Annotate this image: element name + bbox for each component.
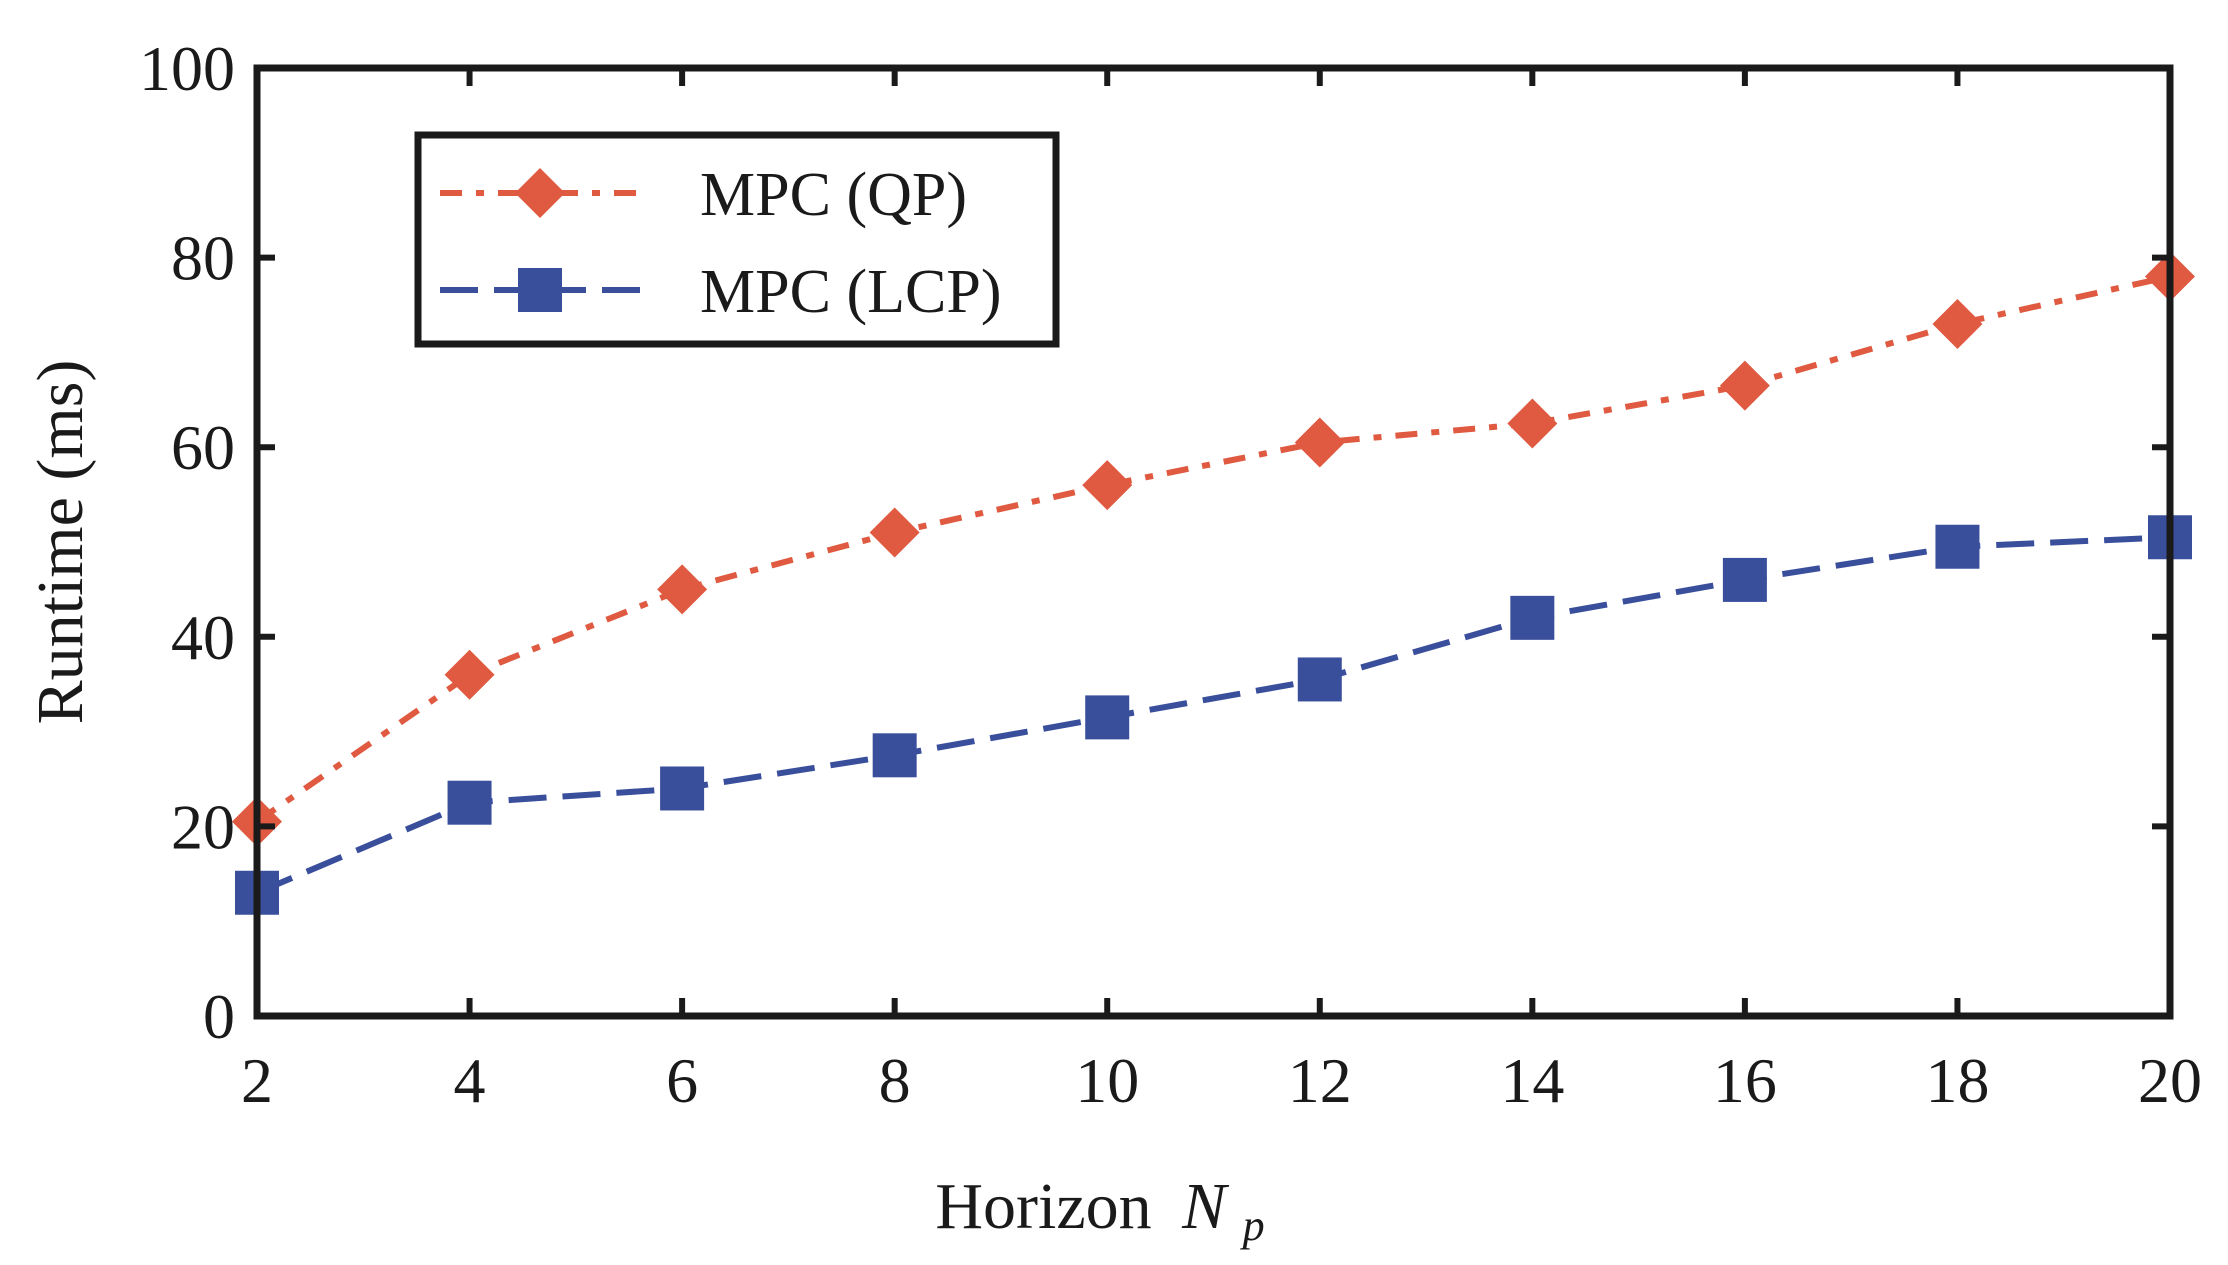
data-point-qp [869,507,920,558]
y-tick-label: 60 [171,412,235,483]
legend-label: MPC (LCP) [700,258,1001,326]
x-axis-label-symbol: N [1181,1170,1230,1243]
data-point-qp [1507,398,1558,449]
y-axis-label: Runtime (ms) [24,360,97,725]
y-tick-label: 0 [203,981,235,1052]
legend-entry-qp: MPC (QP) [440,161,967,229]
legend-entries: MPC (QP) MPC (LCP) [440,161,1001,326]
legend-label: MPC (QP) [700,161,967,229]
x-tick-label: 12 [1288,1045,1352,1116]
data-point-lcp [660,766,705,811]
x-tick-label: 4 [454,1045,486,1116]
data-point-qp [1294,417,1345,468]
plot-frame [253,64,2174,1020]
data-point-lcp [1510,595,1555,640]
x-axis-label-subscript: p [1240,1201,1265,1250]
legend-entry-lcp: MPC (LCP) [440,258,1001,326]
data-point-qp [1082,460,1133,511]
data-point-qp [657,564,708,615]
y-tick-label: 40 [171,602,235,673]
x-tick-label: 8 [879,1045,911,1116]
series-line-qp [255,273,2171,825]
x-tick-label: 10 [1075,1045,1139,1116]
legend: MPC (QP) MPC (LCP) [414,131,1060,348]
series-qp [232,251,2195,847]
x-tick-label: 14 [1500,1045,1564,1116]
x-tick-label: 18 [1925,1045,1989,1116]
y-tick-label: 100 [139,33,235,104]
data-point-lcp [1935,524,1980,569]
data-point-lcp [1297,657,1342,702]
legend-marker [515,168,565,218]
data-point-lcp [1722,557,1767,602]
data-point-lcp [447,780,492,825]
y-tick-label: 20 [171,791,235,862]
x-tick-label: 2 [241,1045,273,1116]
legend-marker [518,268,562,312]
data-point-lcp [1085,695,1130,740]
x-tick-label: 16 [1713,1045,1777,1116]
data-point-qp [444,649,495,700]
data-point-lcp [872,733,917,778]
data-point-qp [1932,298,1983,349]
x-axis-label: Horizon N p [935,1170,1264,1250]
series-line-lcp [255,534,2171,896]
tick-layer: 2 4 6 8 10 12 14 16 18 20 0 20 40 60 80 100 [139,33,2202,1116]
x-tick-label: 20 [2138,1045,2202,1116]
y-tick-label: 80 [171,223,235,294]
data-point-qp [1719,360,1770,411]
x-tick-label: 6 [666,1045,698,1116]
x-axis-label-text: Horizon [935,1170,1151,1243]
